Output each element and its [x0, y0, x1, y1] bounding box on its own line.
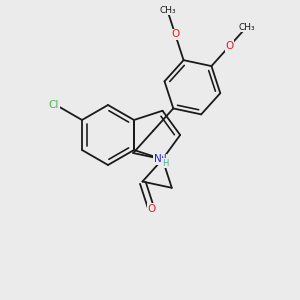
Text: Cl: Cl: [49, 100, 59, 110]
Text: H: H: [162, 159, 169, 168]
Text: CH₃: CH₃: [159, 6, 176, 15]
Text: N: N: [154, 154, 161, 164]
Text: CH₃: CH₃: [238, 22, 255, 32]
Text: O: O: [171, 29, 179, 40]
Text: N: N: [159, 154, 167, 164]
Text: O: O: [225, 41, 234, 51]
Text: O: O: [147, 204, 155, 214]
